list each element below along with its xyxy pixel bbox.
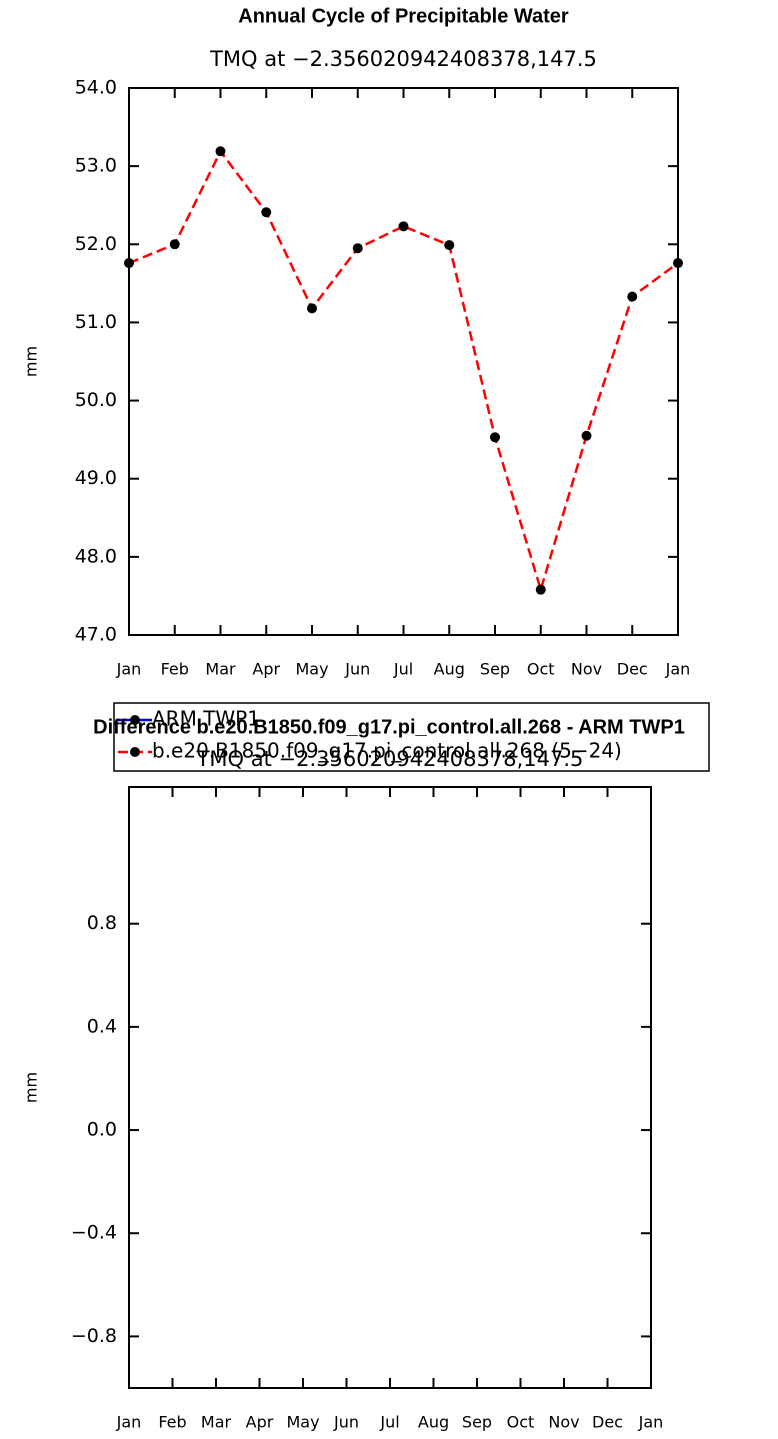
plot-frame [128, 87, 679, 636]
data-point [261, 207, 272, 218]
chart-title: Difference b.e20.B1850.f09_g17.pi_contro… [93, 716, 685, 738]
legend-marker [130, 747, 140, 757]
y-tick-label: 0.8 [87, 912, 117, 934]
x-tick-label: Jul [393, 660, 413, 679]
data-point [307, 303, 317, 314]
x-tick-label: Oct [507, 1413, 535, 1432]
x-tick-label: May [295, 660, 328, 679]
x-tick-label: Mar [205, 660, 236, 679]
x-tick-label: Feb [158, 1413, 186, 1432]
x-tick-label: Mar [201, 1413, 232, 1432]
data-point [398, 221, 409, 232]
x-tick-label: Dec [592, 1413, 623, 1432]
y-tick-label: 0.4 [87, 1015, 117, 1037]
data-point [627, 291, 638, 302]
x-tick-label: Nov [571, 660, 602, 679]
y-tick-label: 51.0 [75, 311, 117, 333]
chart-title: Annual Cycle of Precipitable Water [238, 5, 569, 27]
legend-box [113, 702, 710, 772]
x-tick-label: Aug [418, 1413, 449, 1432]
x-tick-label: May [286, 1413, 319, 1432]
data-point [535, 584, 546, 595]
x-tick-label: Jun [344, 660, 370, 679]
legend-label: ARM TWP1 [152, 707, 260, 731]
x-tick-label: Jun [333, 1413, 359, 1432]
x-tick-label: Nov [548, 1413, 579, 1432]
x-tick-label: Dec [617, 660, 648, 679]
y-tick-label: 48.0 [75, 545, 117, 567]
data-point [490, 432, 500, 443]
plot-frame [128, 786, 652, 1389]
x-tick-label: Feb [161, 660, 189, 679]
y-axis-label: mm [22, 1072, 41, 1103]
y-tick-label: 47.0 [75, 624, 117, 646]
y-tick-label: −0.4 [71, 1222, 117, 1244]
x-tick-label: Jul [379, 1413, 399, 1432]
data-point [673, 258, 683, 269]
data-point [444, 240, 455, 251]
x-tick-label: Jan [116, 660, 142, 679]
x-tick-label: Sep [480, 660, 510, 679]
x-tick-label: Aug [434, 660, 465, 679]
data-point [169, 239, 180, 250]
legend-label: b.e20.B1850.f09_g17.pi_control.all.268 (… [152, 739, 622, 763]
x-tick-label: Sep [462, 1413, 492, 1432]
y-tick-label: 49.0 [75, 467, 117, 489]
data-point [215, 146, 226, 157]
x-tick-label: Jan [116, 1413, 142, 1432]
chart-subtitle: TMQ at −2.356020942408378,147.5 [209, 47, 597, 71]
y-axis-label: mm [22, 346, 41, 377]
data-point [581, 430, 592, 441]
data-point [124, 258, 134, 269]
series-line [128, 148, 679, 595]
legend-marker [130, 715, 140, 725]
x-tick-label: Apr [252, 660, 280, 679]
y-tick-label: 50.0 [75, 389, 117, 411]
chart-subtitle: TMQ at −2.356020942408378,147.5 [196, 747, 584, 771]
y-tick-label: 53.0 [75, 155, 117, 177]
x-tick-label: Oct [527, 660, 555, 679]
y-tick-label: 54.0 [75, 77, 117, 99]
data-point [352, 243, 363, 254]
y-tick-label: −0.8 [71, 1325, 117, 1347]
y-tick-label: 0.0 [87, 1119, 117, 1141]
y-tick-label: 52.0 [75, 233, 117, 255]
x-tick-label: Apr [246, 1413, 274, 1432]
x-tick-label: Jan [638, 1413, 664, 1432]
x-tick-label: Jan [665, 660, 691, 679]
